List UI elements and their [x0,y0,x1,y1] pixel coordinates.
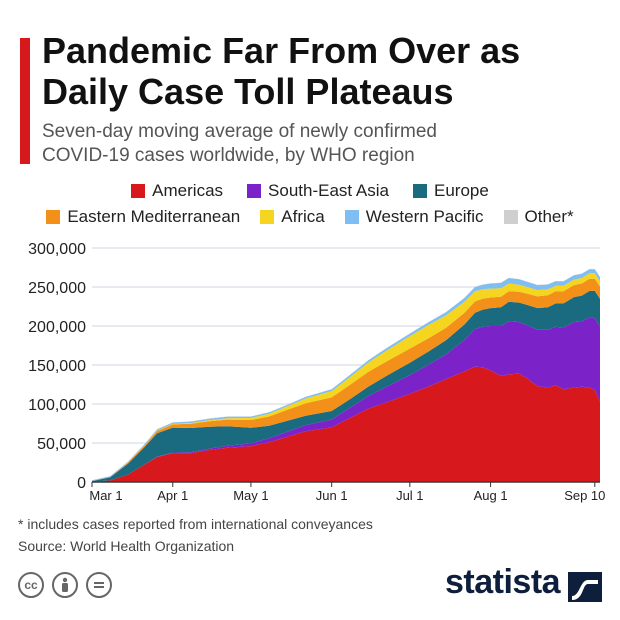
legend-row-1: Americas South-East Asia Europe [0,181,620,201]
creative-commons-icon[interactable]: cc [18,572,44,598]
x-tick-label: Sep 10 [564,488,605,503]
legend-item-eastern-mediterranean: Eastern Mediterranean [46,207,240,227]
legend-swatch-western-pacific [344,210,359,224]
legend-swatch-south-east-asia [247,184,262,198]
chart-subtitle: Seven-day moving average of newly confir… [42,120,602,168]
attribution-icon[interactable] [52,572,78,598]
statista-logo-text[interactable]: statista [445,563,561,601]
legend-swatch-africa [260,210,275,224]
no-derivatives-icon[interactable] [86,572,112,598]
legend-swatch-americas [131,184,146,198]
legend-item-africa: Africa [260,207,325,227]
chart-title: Pandemic Far From Over as Daily Case Tol… [42,30,602,112]
x-tick-label: Jun 1 [316,488,348,503]
chart-footnote: * includes cases reported from internati… [18,513,373,557]
legend-label-south-east-asia: South-East Asia [268,181,389,200]
y-tick-label: 250,000 [28,280,86,297]
legend-item-south-east-asia: South-East Asia [247,181,389,201]
legend-label-africa: Africa [281,207,325,226]
legend-swatch-other [503,210,518,224]
area-americas [92,366,600,482]
title-line-1: Pandemic Far From Over as [42,30,521,71]
legend-label-other: Other* [524,207,574,226]
legend-swatch-europe [413,184,427,198]
y-tick-label: 200,000 [28,319,86,336]
source-text: Source: World Health Organization [18,538,235,554]
legend-item-europe: Europe [413,181,489,201]
y-tick-label: 100,000 [28,397,86,414]
area-south-east-asia [92,317,600,482]
x-tick-label: Apr 1 [157,488,188,503]
legend-label-western-pacific: Western Pacific [365,207,484,226]
title-accent-bar [20,38,30,164]
footnote-text: * includes cases reported from internati… [18,516,373,532]
x-tick-label: Jul 1 [396,488,423,503]
area-eastern-mediterranean [92,278,600,482]
area-africa [92,273,600,481]
x-tick-label: Mar 1 [89,488,122,503]
area-europe [92,290,600,482]
legend-swatch-eastern-mediterranean [46,210,61,224]
x-tick-label: Aug 1 [474,488,508,503]
y-tick-label: 50,000 [37,436,86,453]
y-tick-label: 150,000 [28,358,86,375]
title-line-2: Daily Case Toll Plateaus [42,71,454,112]
statista-logo-icon[interactable] [568,572,602,602]
legend-label-europe: Europe [434,181,489,200]
y-tick-label: 0 [77,475,86,492]
subtitle-line-1: Seven-day moving average of newly confir… [42,121,437,142]
stacked-area-chart: 0 50,000 100,000 150,000 200,000 250,000 300,0… [28,241,605,503]
legend-item-americas: Americas [131,181,223,201]
legend-label-americas: Americas [152,181,224,200]
y-tick-label: 300,000 [28,241,86,258]
x-tick-label: May 1 [233,488,268,503]
subtitle-line-2: COVID-19 cases worldwide, by WHO region [42,145,415,166]
legend-item-other: Other* [503,207,574,227]
legend-item-western-pacific: Western Pacific [344,207,484,227]
license-icons: cc [18,572,120,598]
legend-row-2: Eastern Mediterranean Africa Western Pac… [0,207,620,227]
legend-label-eastern-mediterranean: Eastern Mediterranean [67,207,241,226]
